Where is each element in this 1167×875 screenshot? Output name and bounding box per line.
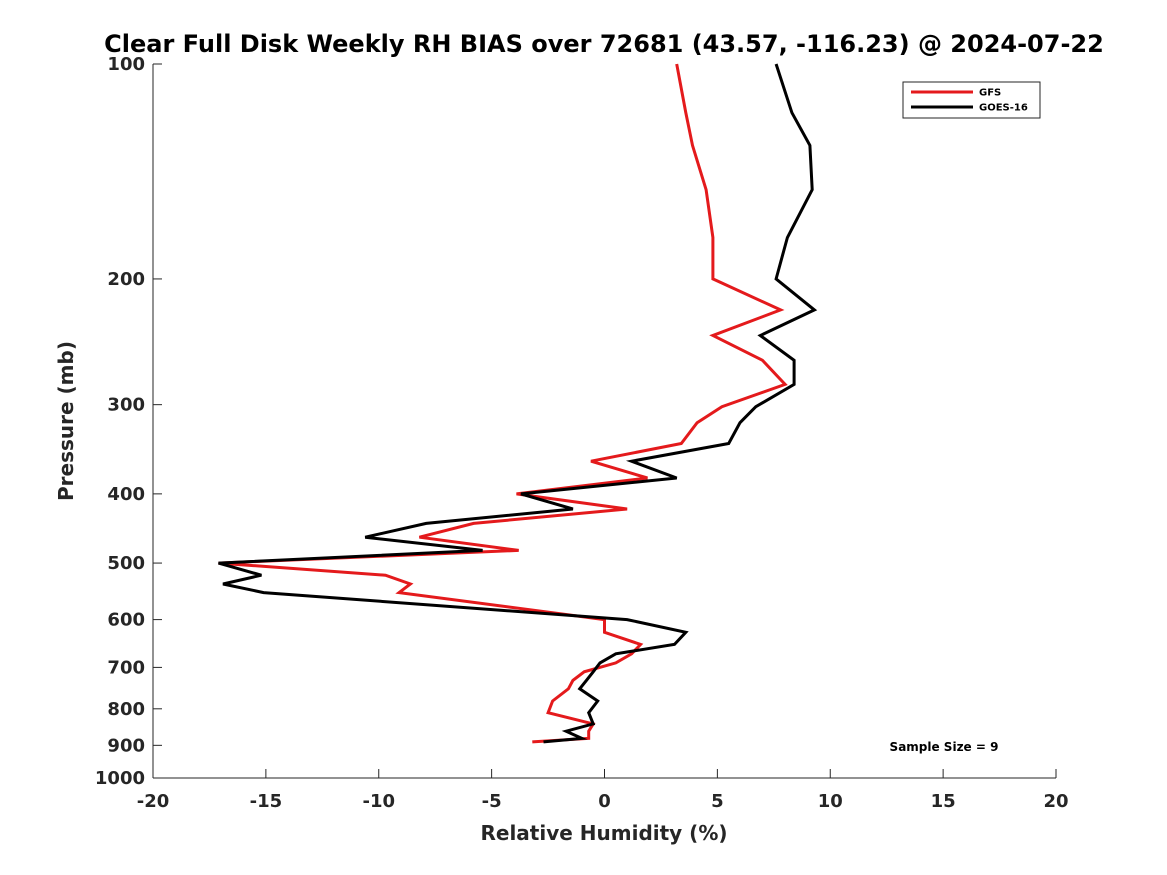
x-tick-label: 10 xyxy=(818,791,843,812)
y-tick-label: 400 xyxy=(107,484,145,505)
legend-entry: GFS xyxy=(979,88,1001,99)
y-tick-label: 600 xyxy=(107,610,145,631)
y-tick-label: 100 xyxy=(107,54,145,75)
x-tick-label: 5 xyxy=(711,791,724,812)
y-tick-label: 900 xyxy=(107,735,145,756)
plot-area: -20 -15 -10 -5 0 5 10 15 20 100 200 300 400 500 600 700… xyxy=(95,54,1069,812)
y-tick-label: 1000 xyxy=(95,768,145,789)
legend-box xyxy=(902,81,1041,119)
y-tick-label: 800 xyxy=(107,699,145,720)
x-tick-label: -5 xyxy=(482,791,502,812)
chart-title: Clear Full Disk Weekly RH BIAS over 7268… xyxy=(104,30,1104,58)
x-tick-label: -10 xyxy=(362,791,395,812)
y-tick-label: 200 xyxy=(107,269,145,290)
series-line-goes-16 xyxy=(218,63,818,744)
x-tick-label: -20 xyxy=(137,791,170,812)
legend-entry: GOES-16 xyxy=(979,103,1028,114)
x-tick-label: 20 xyxy=(1043,791,1068,812)
x-tick-label: -15 xyxy=(250,791,283,812)
x-tick-label: 15 xyxy=(931,791,956,812)
y-tick-label: 300 xyxy=(107,395,145,416)
x-tick-label: 0 xyxy=(598,791,611,812)
y-axis-label: Pressure (mb) xyxy=(54,341,78,501)
y-tick-label: 500 xyxy=(107,553,145,574)
y-tick-label: 700 xyxy=(107,657,145,678)
x-axis-label: Relative Humidity (%) xyxy=(480,821,727,845)
series-line-gfs xyxy=(218,63,788,744)
sample-size-annotation: Sample Size = 9 xyxy=(890,740,999,754)
